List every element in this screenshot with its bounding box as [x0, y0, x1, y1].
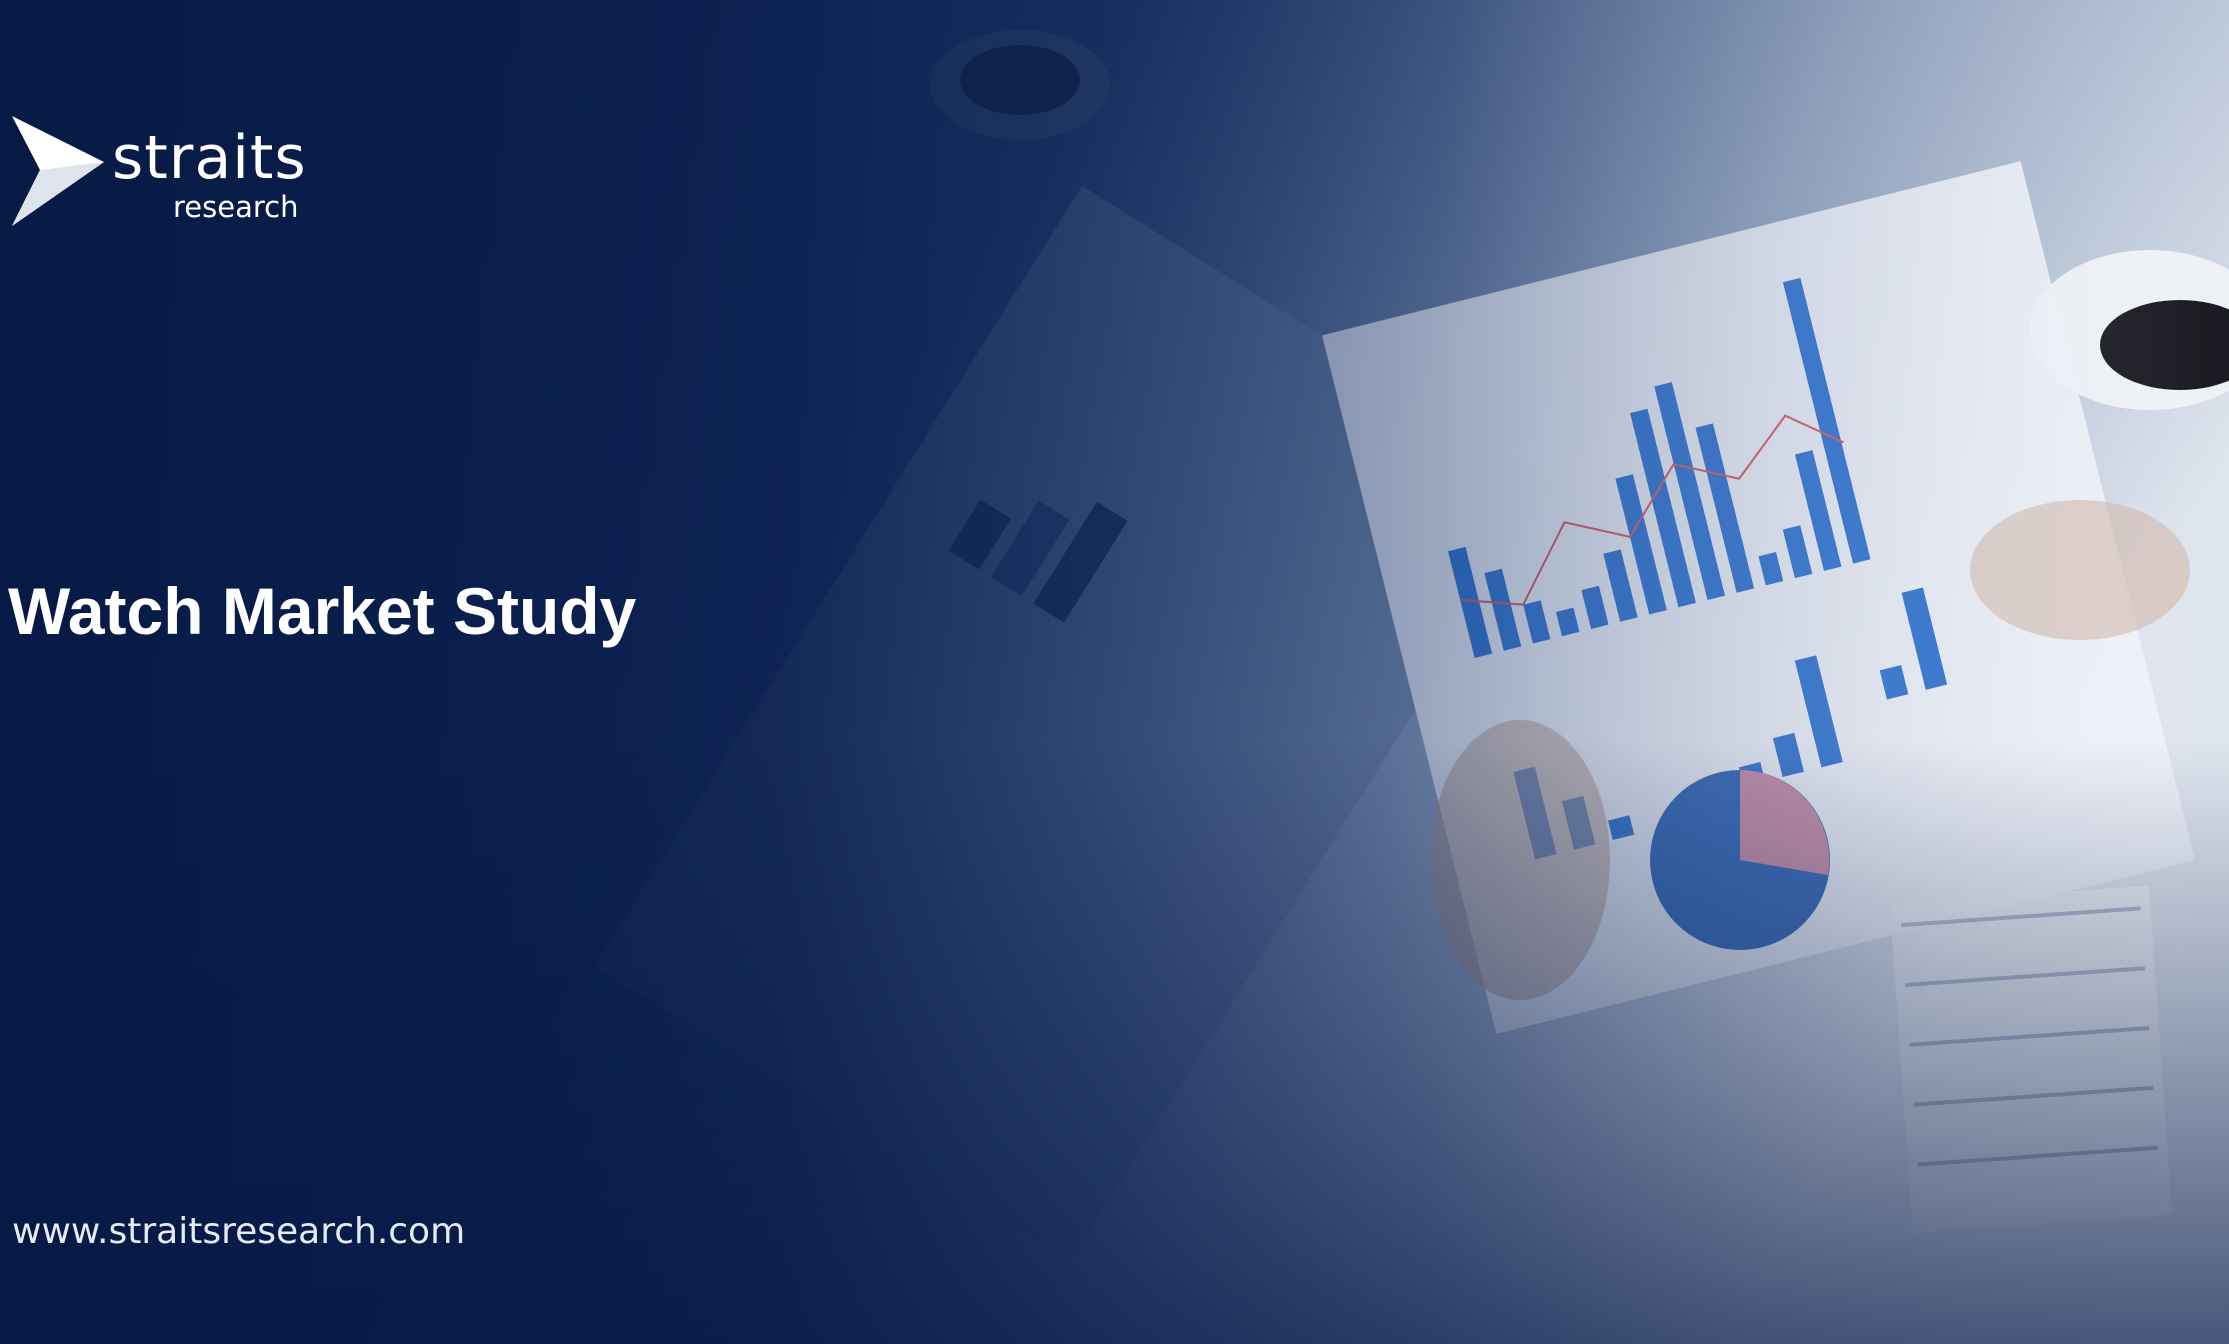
logo-mark-shade	[12, 162, 104, 226]
website-url: www.straitsresearch.com	[12, 1211, 466, 1252]
title: Watch Market Study	[8, 574, 637, 648]
logo-name: straits	[112, 123, 307, 193]
logo-tagline: research	[173, 190, 299, 224]
